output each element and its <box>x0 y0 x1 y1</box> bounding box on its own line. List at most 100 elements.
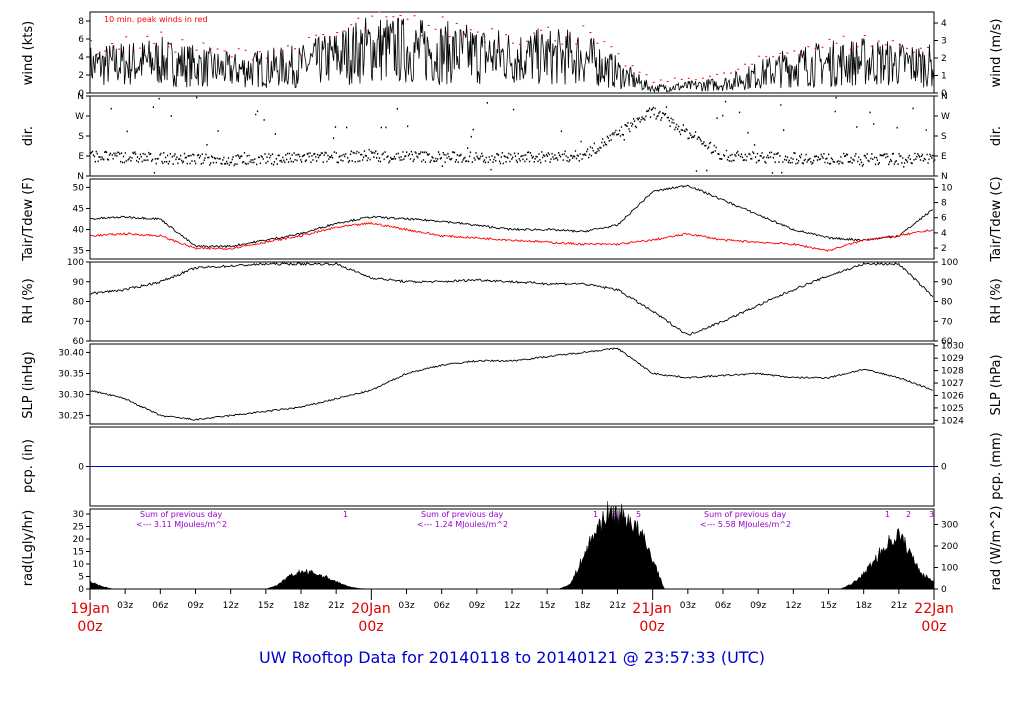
wind-speed-line <box>89 17 934 93</box>
rad-right-tick-label: 0 <box>941 585 947 595</box>
rh-right-tick-label: 100 <box>941 258 958 268</box>
rad-right-tick-label: 200 <box>941 542 958 552</box>
temp-left-tick-label: 35 <box>73 247 84 257</box>
temp-right-tick-label: 6 <box>941 214 947 224</box>
temp-left-tick-label: 50 <box>73 183 85 193</box>
rad-sum-title-1: Sum of previous day <box>140 510 222 519</box>
slp-right-tick-label: 1025 <box>941 404 964 414</box>
rad-right-tick-label: 300 <box>941 521 958 531</box>
panel-frame <box>89 11 935 94</box>
panel-frames <box>89 11 935 590</box>
slp-right-label: SLP (hPa) <box>989 354 1004 415</box>
x-axis-hour-label: 12z <box>785 601 801 611</box>
pcp-left-label: pcp. (in) <box>21 439 36 493</box>
x-axis-hour-label: 12z <box>504 601 520 611</box>
rad-sum-value-2: <--- 1.24 MJoules/m^2 <box>417 520 508 529</box>
rad-sum-value-1: <--- 3.11 MJoules/m^2 <box>136 520 227 529</box>
wind-right-tick-label: 1 <box>941 72 947 82</box>
relative-humidity-line <box>90 262 934 336</box>
x-axis-hour-label: 15z <box>539 601 555 611</box>
rad-marker: 3 <box>611 510 616 519</box>
day-label-hour: 00z <box>639 619 664 635</box>
rad-marker: 1 <box>885 510 890 519</box>
x-axis-hour-label: 03z <box>680 601 696 611</box>
temp-left-label: Tair/Tdew (F) <box>21 177 36 262</box>
dewpoint-line <box>89 221 934 253</box>
rh-left-tick-label: 100 <box>67 258 84 268</box>
dir-left-label: dir. <box>21 126 36 146</box>
pcp-right-label: pcp. (mm) <box>989 432 1004 499</box>
rad-left-tick-label: 5 <box>78 573 84 583</box>
slp-left-tick-label: 30.35 <box>58 369 84 379</box>
x-axis-hour-label: 18z <box>856 601 872 611</box>
rad-left-tick-label: 30 <box>73 510 85 520</box>
rh-left-tick-label: 90 <box>73 278 85 288</box>
rad-left-tick-label: 10 <box>73 560 85 570</box>
day-label-hour: 00z <box>77 619 102 635</box>
rad-sum-value-3: <--- 5.58 MJoules/m^2 <box>700 520 791 529</box>
x-axis-hour-label: 12z <box>223 601 239 611</box>
rad-left-tick-label: 15 <box>73 548 84 558</box>
slp-right-tick-label: 1028 <box>941 367 964 377</box>
dir-left-tick-label: N <box>77 172 84 182</box>
x-axis-hour-label: 09z <box>187 601 203 611</box>
temp-right-tick-label: 8 <box>941 199 947 209</box>
x-axis-hour-label: 21z <box>891 601 907 611</box>
x-axis-hour-label: 06z <box>152 601 168 611</box>
x-axis-hour-label: 18z <box>293 601 309 611</box>
dir-right-tick-label: S <box>941 132 947 142</box>
rh-left-tick-label: 60 <box>73 337 85 347</box>
day-label-date: 21Jan <box>632 601 671 617</box>
x-axis-hour-label: 09z <box>750 601 766 611</box>
slp-left-tick-label: 30.40 <box>58 348 84 358</box>
peak-wind-note: 10 min. peak winds in red <box>104 15 208 24</box>
temp-right-tick-label: 10 <box>941 183 953 193</box>
dir-right-tick-label: W <box>941 112 950 122</box>
sea-level-pressure-line <box>89 347 933 421</box>
wind-direction-points <box>90 96 936 174</box>
temp-right-label: Tair/Tdew (C) <box>989 176 1004 262</box>
x-axis-hour-label: 21z <box>328 601 344 611</box>
rad-left-tick-label: 0 <box>78 585 84 595</box>
rh-right-tick-label: 70 <box>941 317 953 327</box>
wind-left-tick-label: 8 <box>78 17 84 27</box>
x-axis-hour-label: 21z <box>609 601 625 611</box>
wind-left-label: wind (kts) <box>21 21 36 85</box>
dir-left-tick-label: W <box>75 112 84 122</box>
dir-left-tick-label: S <box>78 132 84 142</box>
x-axis-hour-label: 03z <box>117 601 133 611</box>
rh-left-tick-label: 80 <box>73 298 85 308</box>
rad-left-tick-label: 20 <box>73 535 85 545</box>
rad-left-tick-label: 25 <box>73 523 84 533</box>
peak-wind-marks <box>90 11 929 83</box>
x-axis-hour-label: 09z <box>469 601 485 611</box>
air-temperature-line <box>89 184 934 249</box>
rad-marker: 2 <box>906 510 911 519</box>
rad-marker: 3 <box>929 510 934 519</box>
day-label-hour: 00z <box>358 619 383 635</box>
slp-right-tick-label: 1029 <box>941 354 964 364</box>
slp-left-tick-label: 30.30 <box>58 391 84 401</box>
panel-frame <box>89 95 935 177</box>
rad-marker: 1 <box>593 510 598 519</box>
rh-right-tick-label: 80 <box>941 298 953 308</box>
slp-left-tick-label: 30.25 <box>58 412 84 422</box>
x-axis-hour-label: 06z <box>434 601 450 611</box>
day-label-date: 20Jan <box>351 601 390 617</box>
dir-left-tick-label: N <box>77 92 84 102</box>
rad-marker: 1 <box>343 510 348 519</box>
temp-right-tick-label: 2 <box>941 244 947 254</box>
pcp-right-tick-label: 0 <box>941 463 947 473</box>
day-label-date: 22Jan <box>914 601 953 617</box>
rh-left-tick-label: 70 <box>73 317 85 327</box>
rad-sum-title-3: Sum of previous day <box>704 510 786 519</box>
dir-right-label: dir. <box>989 126 1004 146</box>
rad-sum-title-2: Sum of previous day <box>421 510 503 519</box>
data-layer <box>89 11 936 590</box>
x-axis-hour-label: 06z <box>715 601 731 611</box>
rh-right-tick-label: 90 <box>941 278 953 288</box>
slp-right-tick-label: 1026 <box>941 391 964 401</box>
temp-right-tick-label: 4 <box>941 229 947 239</box>
dir-right-tick-label: N <box>941 172 948 182</box>
panel-frame <box>89 261 935 342</box>
